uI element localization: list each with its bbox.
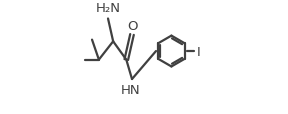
Text: O: O	[127, 20, 137, 33]
Text: I: I	[196, 45, 200, 58]
Text: HN: HN	[121, 83, 141, 96]
Text: H₂N: H₂N	[96, 3, 120, 15]
